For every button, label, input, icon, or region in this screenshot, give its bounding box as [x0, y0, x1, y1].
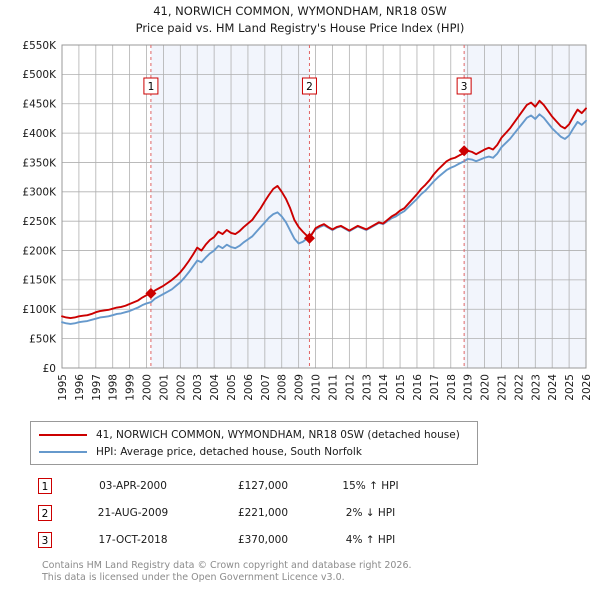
x-axis-tick-label: 2017	[429, 374, 441, 401]
transaction-price: £370,000	[237, 533, 289, 546]
x-axis-tick-label: 2023	[530, 374, 542, 401]
marker-label-box-1[interactable]	[143, 77, 159, 95]
footer-line-licence: This data is licensed under the Open Gov…	[42, 571, 345, 583]
x-axis-tick-label: 2019	[463, 374, 475, 401]
legend-label-subject: 41, NORWICH COMMON, WYMONDHAM, NR18 0SW …	[96, 428, 460, 441]
table-row: 1 03-APR-2000 £127,000 15% ↑ HPI	[38, 472, 458, 499]
transaction-index-badge: 1	[38, 477, 52, 494]
x-axis-tick-label: 2007	[260, 374, 272, 401]
transaction-hpi-delta: 15% ↑ HPI	[342, 479, 399, 492]
y-axis-tick-label: £150K	[22, 275, 57, 287]
price-history-chart: £0 £50K £100K £150K £200K £250K £300K £350K £400…	[22, 40, 593, 401]
plot-frame	[61, 44, 587, 369]
x-axis-tick-label: 2001	[158, 374, 170, 401]
transaction-price: £221,000	[237, 506, 289, 519]
transaction-index-badge: 2	[38, 504, 52, 521]
footer-line-copyright: Contains HM Land Registry data © Crown c…	[42, 560, 412, 571]
marker-label-box-2[interactable]	[301, 77, 317, 95]
x-axis-tick-label: 2009	[294, 374, 306, 401]
y-axis-tick-label: £0	[43, 363, 56, 375]
table-row: 3 17-OCT-2018 £370,000 4% ↑ HPI	[38, 526, 458, 553]
page-title: 41, NORWICH COMMON, WYMONDHAM, NR18 0SW	[153, 4, 447, 18]
x-axis-tick-label: 2012	[344, 374, 356, 401]
marker-label-text-2: 2	[306, 81, 313, 93]
x-axis-tick-label: 2026	[581, 374, 593, 401]
x-axis-tick-label: 2020	[480, 374, 492, 401]
x-axis-tick-label: 1997	[91, 374, 103, 401]
transaction-price: £127,000	[237, 479, 289, 492]
x-axis-tick-label: 2018	[446, 374, 458, 401]
transaction-date: 17-OCT-2018	[98, 533, 168, 546]
y-axis-tick-label: £100K	[22, 304, 57, 316]
price-marker-3[interactable]	[458, 145, 470, 157]
y-axis-tick-label: £200K	[22, 245, 57, 257]
highlight-band-2	[464, 45, 586, 368]
y-axis-tick-label: £550K	[22, 40, 57, 52]
x-axis-tick-label: 1998	[108, 374, 120, 401]
x-axis-tick-label: 2006	[243, 374, 255, 401]
x-axis-tick-label: 2002	[175, 374, 187, 401]
chart-title-block: 41, NORWICH COMMON, WYMONDHAM, NR18 0SW …	[0, 3, 600, 37]
x-axis-tick-label: 2021	[496, 374, 508, 401]
marker-label-text-3: 3	[461, 81, 468, 93]
legend-swatch-blue-icon	[39, 450, 87, 453]
y-axis-tick-label: £250K	[22, 216, 57, 228]
x-axis-tick-label: 2022	[513, 374, 525, 401]
x-axis-tick-label: 2014	[378, 374, 390, 401]
page-subtitle: Price paid vs. HM Land Registry's House …	[135, 21, 465, 35]
legend-swatch-red-icon	[39, 433, 87, 436]
x-axis-tick-label: 1996	[74, 374, 86, 401]
y-axis-tick-label: £500K	[22, 69, 57, 81]
transaction-date: 21-AUG-2009	[97, 506, 169, 519]
chart-legend: 41, NORWICH COMMON, WYMONDHAM, NR18 0SW …	[30, 421, 478, 465]
x-axis-tick-label: 2025	[564, 374, 576, 401]
y-axis-tick-label: £350K	[22, 157, 57, 169]
y-axis-tick-label: £450K	[22, 99, 57, 111]
y-axis-tick-label: £300K	[22, 187, 57, 199]
x-axis-tick-label: 2005	[226, 374, 238, 401]
price-marker-2[interactable]	[303, 232, 315, 244]
price-marker-1[interactable]	[145, 287, 157, 299]
x-axis-tick-label: 2004	[209, 374, 221, 401]
legend-label-hpi: HPI: Average price, detached house, Sout…	[96, 445, 362, 458]
x-axis-tick-label: 2000	[142, 374, 154, 401]
y-axis-tick-label: £50K	[29, 333, 57, 345]
highlight-band-1	[150, 45, 310, 368]
x-axis-tick-label: 2010	[311, 374, 323, 401]
transaction-hpi-delta: 2% ↓ HPI	[345, 506, 396, 519]
y-axis-tick-label: £400K	[22, 128, 57, 140]
x-axis-tick-label: 1995	[57, 374, 69, 401]
x-axis-tick-label: 2008	[277, 374, 289, 401]
x-axis-tick-label: 1999	[125, 374, 137, 401]
x-axis-tick-label: 2024	[547, 374, 559, 401]
transactions-table: 1 03-APR-2000 £127,000 15% ↑ HPI 2 21-AU…	[38, 472, 458, 553]
chart-canvas: £0 £50K £100K £150K £200K £250K £300K £350K £400…	[22, 40, 593, 401]
x-axis-tick-label: 2011	[327, 374, 339, 401]
x-axis-tick-label: 2016	[412, 374, 424, 401]
transaction-index-badge: 3	[38, 531, 52, 548]
x-axis-tick-label: 2013	[361, 374, 373, 401]
legend-item-hpi: HPI: Average price, detached house, Sout…	[39, 443, 477, 460]
marker-label-text-1: 1	[148, 81, 155, 93]
legend-item-subject: 41, NORWICH COMMON, WYMONDHAM, NR18 0SW …	[39, 426, 477, 443]
transaction-date: 03-APR-2000	[99, 479, 167, 492]
transaction-hpi-delta: 4% ↑ HPI	[345, 533, 396, 546]
x-axis-tick-label: 2015	[395, 374, 407, 401]
footer-attribution: Contains HM Land Registry data © Crown c…	[42, 560, 572, 583]
table-row: 2 21-AUG-2009 £221,000 2% ↓ HPI	[38, 499, 458, 526]
x-axis-tick-label: 2003	[192, 374, 204, 401]
marker-label-box-3[interactable]	[456, 77, 472, 95]
